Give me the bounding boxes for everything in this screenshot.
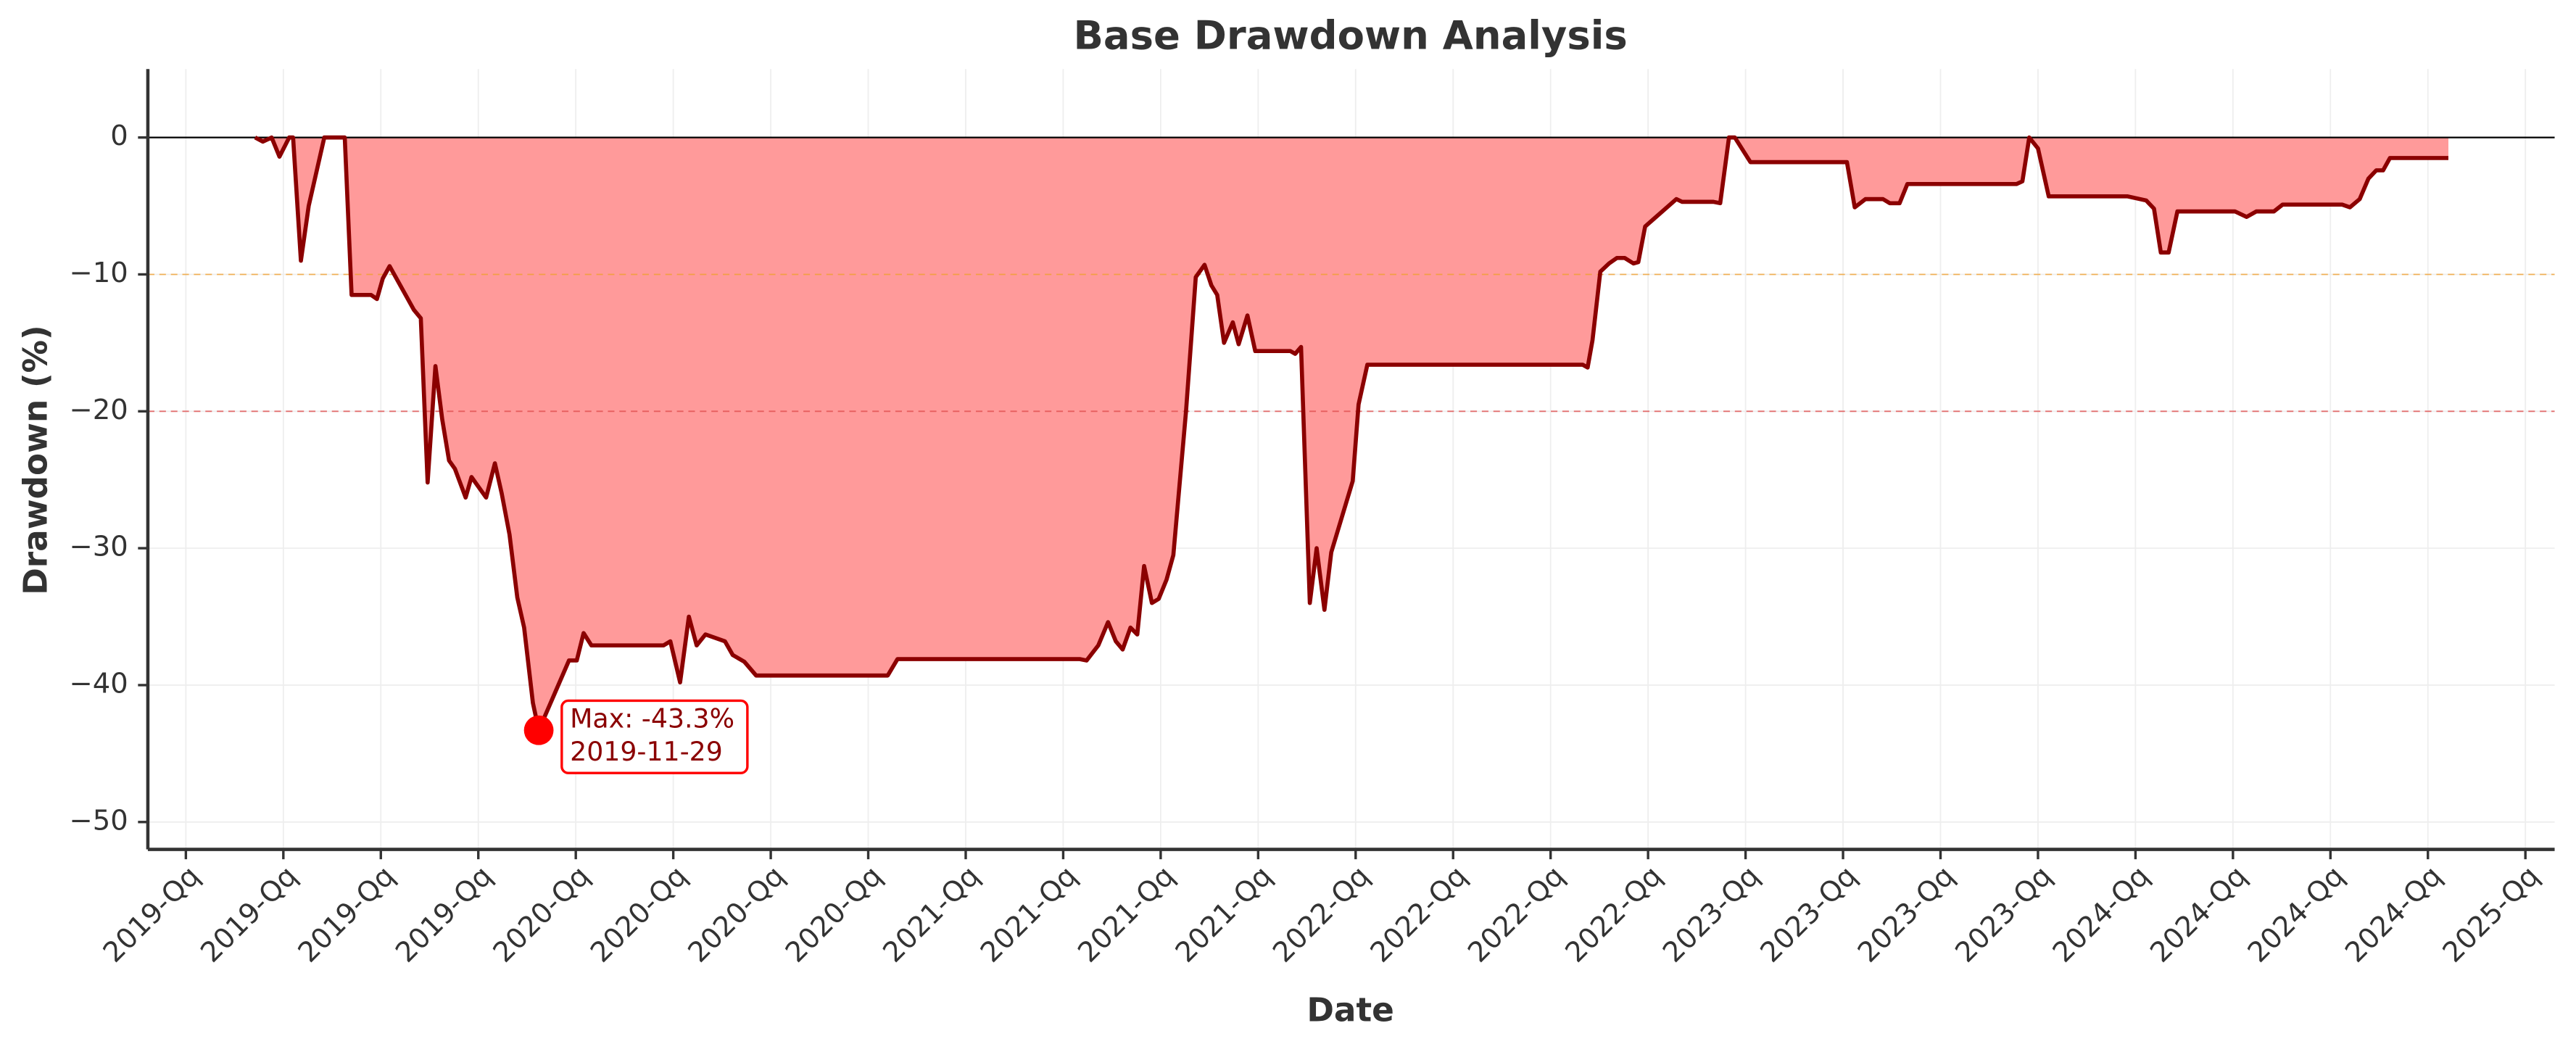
max-point xyxy=(523,715,554,745)
x-tick-label: 2019-Qq xyxy=(194,860,304,969)
x-tick-label: 2019-Qq xyxy=(292,860,402,969)
x-tick-label: 2023-Qq xyxy=(1949,860,2058,969)
x-tick-label: 2025-Qq xyxy=(2437,860,2546,969)
x-tick-label: 2020-Qq xyxy=(682,860,791,969)
y-tick-label: −10 xyxy=(69,257,128,289)
x-axis-label: Date xyxy=(1306,990,1394,1029)
y-tick-label: 0 xyxy=(110,120,128,152)
y-tick-label: −50 xyxy=(69,804,128,837)
x-tick-label: 2021-Qq xyxy=(974,860,1084,969)
y-axis-label: Drawdown (%) xyxy=(17,325,55,595)
x-tick-label: 2024-Qq xyxy=(2242,860,2351,969)
annotation-text: 2019-11-29 xyxy=(570,736,723,767)
x-tick-label: 2023-Qq xyxy=(1852,860,1961,969)
y-tick-label: −30 xyxy=(69,531,128,563)
x-tick-label: 2022-Qq xyxy=(1560,860,1669,969)
x-tick-label: 2020-Qq xyxy=(584,860,694,969)
drawdown-area xyxy=(254,137,2448,731)
annotation-text: Max: -43.3% xyxy=(570,703,734,734)
drawdown-line xyxy=(254,135,2448,733)
x-tick-label: 2021-Qq xyxy=(1072,860,1181,969)
x-tick-label: 2019-Qq xyxy=(389,860,499,969)
x-tick-label: 2020-Qq xyxy=(779,860,889,969)
x-tick-label: 2024-Qq xyxy=(2047,860,2156,969)
x-tick-label: 2023-Qq xyxy=(1754,860,1863,969)
y-tick-label: −20 xyxy=(69,394,128,426)
x-tick-label: 2021-Qq xyxy=(1169,860,1279,969)
chart-title: Base Drawdown Analysis xyxy=(1073,12,1627,58)
annotation-box xyxy=(560,699,749,774)
y-tick-label: −40 xyxy=(69,667,128,700)
x-tick-label: 2022-Qq xyxy=(1267,860,1376,969)
x-tick-label: 2024-Qq xyxy=(2144,860,2253,969)
x-tick-label: 2022-Qq xyxy=(1462,860,1571,969)
x-tick-label: 2019-Qq xyxy=(97,860,207,969)
x-tick-label: 2023-Qq xyxy=(1657,860,1766,969)
x-tick-label: 2022-Qq xyxy=(1364,860,1474,969)
x-tick-label: 2020-Qq xyxy=(487,860,597,969)
x-tick-label: 2021-Qq xyxy=(877,860,986,969)
x-tick-label: 2024-Qq xyxy=(2339,860,2448,969)
